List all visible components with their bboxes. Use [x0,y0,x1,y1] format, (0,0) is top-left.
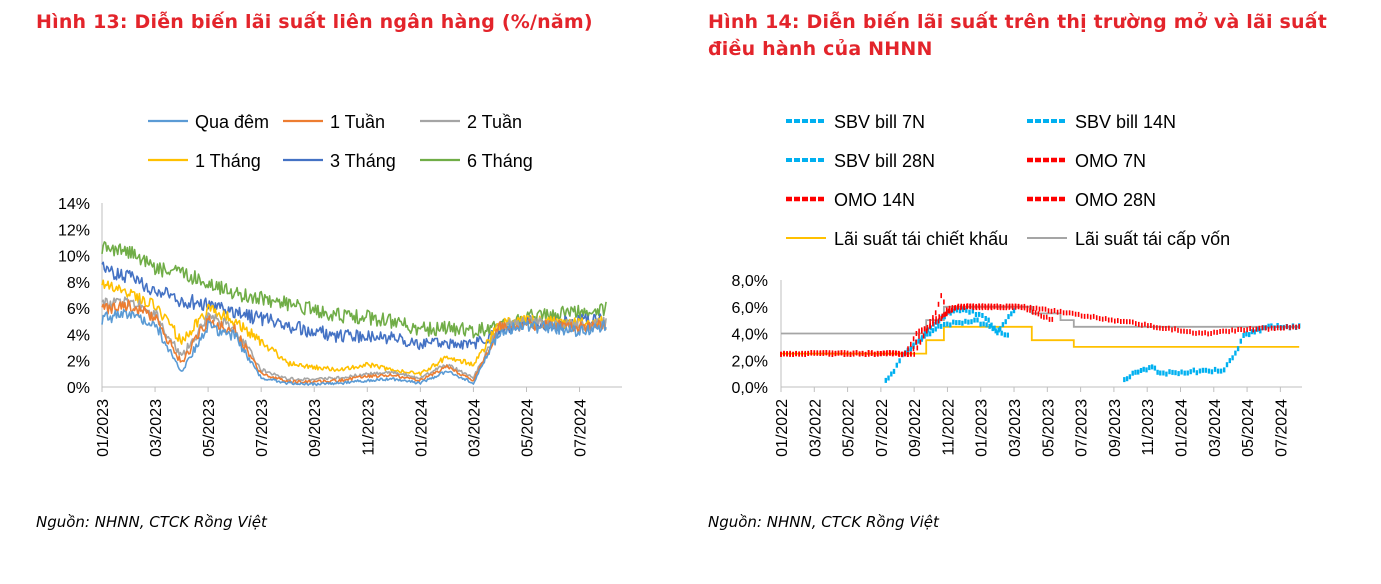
interbank-rate-chart: 0% 2% 4% 6% 8% 10% 12% 14% 01/2023 03/2023 05/2023… [58,112,622,457]
x-tick-label: 05/2024 [1240,399,1257,457]
series-line-qua-dem [101,308,607,387]
series-line-1-tuan [101,299,607,385]
x-tick-label: 03/2023 [148,399,165,457]
series-sbv-bill-7n [884,307,1016,383]
x-tick-label: 03/2024 [1207,399,1224,457]
series-line-lai-suat-tai-cap-von [781,305,1300,335]
legend-label-omo-14n: OMO 14N [834,190,915,210]
x-tick-label: 01/2024 [413,399,430,457]
legend-label-lai-suat-tai-cap-von: Lãi suất tái cấp vốn [1075,229,1230,249]
x-tick-label: 03/2022 [807,399,824,457]
x-tick-label: 09/2022 [907,399,924,457]
y-tick-label: 8% [67,275,90,292]
x-tick-label: 07/2023 [1074,399,1091,457]
x-tick-label: 01/2023 [974,399,991,457]
x-tick-label: 11/2023 [360,399,377,456]
legend-label-sbv-bill-28n: SBV bill 28N [834,151,935,171]
figure14-title: Hình 14: Diễn biến lãi suất trên thị trư… [708,11,1328,60]
y-tick-label: 10% [58,249,90,266]
figure13-source: Nguồn: NHNN, CTCK Rồng Việt [36,513,267,531]
legend-label-3-thang: 3 Tháng [330,151,396,171]
legend-label-6-thang: 6 Tháng [467,151,533,171]
x-tick-label: 05/2023 [1040,399,1057,457]
y-tick-label: 4,0% [732,327,768,344]
y-tick-label: 6% [67,301,90,318]
y-tick-label: 2% [67,354,90,371]
x-tick-label: 05/2022 [841,399,858,457]
x-tick-label: 07/2023 [254,399,271,457]
x-tick-label: 09/2023 [307,399,324,457]
series-omo-28n [780,303,1300,357]
legend-label-sbv-bill-7n: SBV bill 7N [834,112,925,132]
y-tick-label: 2,0% [732,353,768,370]
x-tick-label: 05/2024 [519,399,536,457]
y-tick-label: 14% [58,196,90,213]
legend-label-omo-28n: OMO 28N [1075,190,1156,210]
x-tick-label: 03/2023 [1007,399,1024,457]
x-tick-label: 07/2024 [1273,399,1290,457]
legend-label-qua-dem: Qua đêm [195,112,269,132]
legend-label-lai-suat-tai-chiet-khau: Lãi suất tái chiết khấu [834,229,1008,249]
x-tick-label: 11/2023 [1140,399,1157,456]
y-tick-label: 4% [67,327,90,344]
x-tick-label: 07/2022 [874,399,891,457]
x-tick-label: 09/2023 [1107,399,1124,457]
series-line-lai-suat-tai-chiet-khau [781,325,1300,355]
x-tick-label: 01/2024 [1173,399,1190,457]
y-tick-label: 6,0% [732,300,768,317]
x-tick-label: 01/2022 [774,399,791,457]
legend-label-1-thang: 1 Tháng [195,151,261,171]
legend-label-sbv-bill-14n: SBV bill 14N [1075,112,1176,132]
omo-policy-rate-chart: 0,0% 2,0% 4,0% 6,0% 8,0% 01/2022 03/2022 05/202… [732,112,1302,457]
y-tick-label: 12% [58,222,90,239]
y-tick-label: 0% [67,380,90,397]
x-tick-label: 07/2024 [573,399,590,457]
legend-label-2-tuan: 2 Tuần [467,112,522,132]
figure13-title: Hình 13: Diễn biến lãi suất liên ngân hà… [36,11,593,33]
figure14-source: Nguồn: NHNN, CTCK Rồng Việt [708,513,939,531]
y-tick-label: 0,0% [732,380,768,397]
series-sbv-bill-14n [1123,323,1301,383]
x-tick-label: 01/2023 [95,399,112,457]
legend-label-omo-7n: OMO 7N [1075,151,1146,171]
x-tick-label: 11/2022 [940,399,957,456]
y-tick-label: 8,0% [732,273,768,290]
legend-label-1-tuan: 1 Tuần [330,112,385,132]
x-tick-label: 05/2023 [201,399,218,457]
x-tick-label: 03/2024 [466,399,483,457]
